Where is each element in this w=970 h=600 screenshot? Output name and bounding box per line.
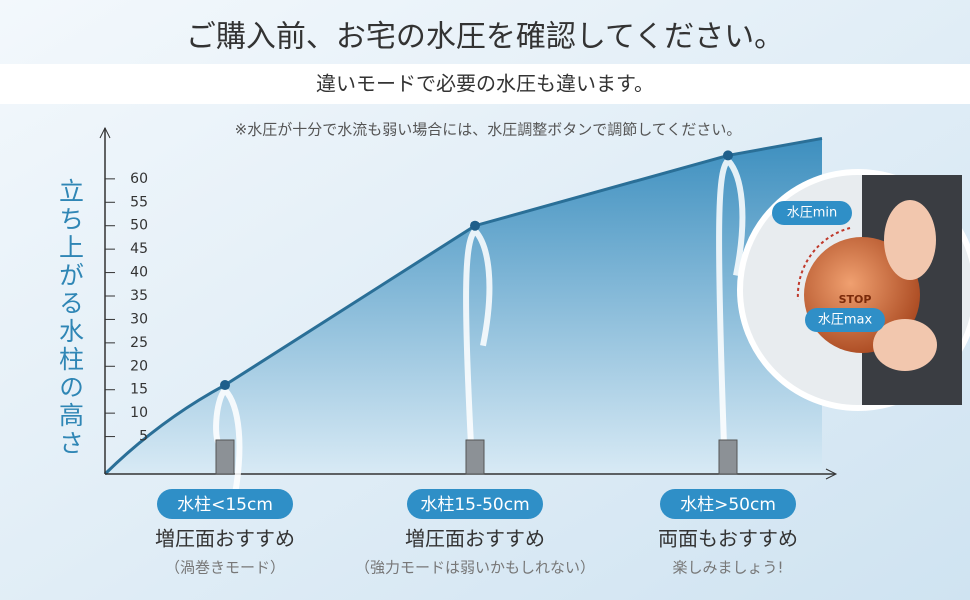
y-tick-label: 50 xyxy=(130,218,148,234)
x-arrow xyxy=(825,468,838,480)
thumb xyxy=(873,319,937,371)
dial-label: STOP xyxy=(839,293,872,306)
point xyxy=(470,220,480,231)
category-label: 水柱15-50cm xyxy=(420,495,529,515)
water-jet xyxy=(213,385,243,506)
category-badge xyxy=(660,489,796,519)
dial-badge xyxy=(805,308,885,332)
hose xyxy=(215,439,235,475)
water-jet xyxy=(463,226,493,446)
recommendation: 両面もおすすめ xyxy=(658,527,798,551)
recommendation: 増圧面おすすめ xyxy=(155,527,295,551)
y-tick-label: 55 xyxy=(130,194,148,210)
y-tick-label: 5 xyxy=(139,429,148,445)
category-note: 楽しみましょう! xyxy=(672,559,783,577)
dial-badge xyxy=(772,201,852,225)
category-note: （渦巻きモード） xyxy=(165,559,285,577)
y-axis-label: 立ち上がる水柱の高さ xyxy=(56,178,85,458)
dial: 水圧min 水圧max STOP xyxy=(737,169,970,411)
recommendation: 増圧面おすすめ xyxy=(405,527,545,551)
y-arrow xyxy=(99,126,111,139)
y-tick-label: 25 xyxy=(130,335,148,351)
water-jet xyxy=(716,156,746,446)
y-tick-label: 45 xyxy=(130,241,148,257)
plot: 5 10 15 20 25 30 35 40 45 50 55 60 水柱<15cm 増圧面おすすめ （渦巻… xyxy=(99,126,838,577)
finger xyxy=(884,200,936,280)
hose xyxy=(465,439,485,475)
title: ご購入前、お宅の水圧を確認してください。 xyxy=(186,20,784,55)
subtitle: 違いモードで必要の水圧も違います。 xyxy=(316,72,654,96)
category-badge xyxy=(157,489,293,519)
note: ※水圧が十分で水流も弱い場合には、水圧調整ボタンで調節してください。 xyxy=(235,121,742,139)
y-tick-label: 30 xyxy=(130,311,148,327)
y-tick-label: 35 xyxy=(130,288,148,304)
category-badge xyxy=(407,489,543,519)
subtitle-band xyxy=(0,64,970,104)
y-tick-label: 60 xyxy=(130,171,148,187)
y-tick-label: 40 xyxy=(130,265,148,281)
y-tick-label: 15 xyxy=(130,382,148,398)
y-tick-label: 20 xyxy=(130,358,148,374)
y-tick-label: 10 xyxy=(130,405,148,421)
dial-label: 水圧max xyxy=(818,313,873,328)
hose xyxy=(718,439,738,475)
category-label: 水柱<15cm xyxy=(177,495,273,515)
point xyxy=(220,380,230,391)
dial-arrow xyxy=(796,227,851,301)
dial-label: 水圧min xyxy=(787,206,838,221)
category-note: （強力モードは弱いかもしれない） xyxy=(355,559,595,577)
category-label: 水柱>50cm xyxy=(680,495,776,515)
point xyxy=(723,150,733,161)
